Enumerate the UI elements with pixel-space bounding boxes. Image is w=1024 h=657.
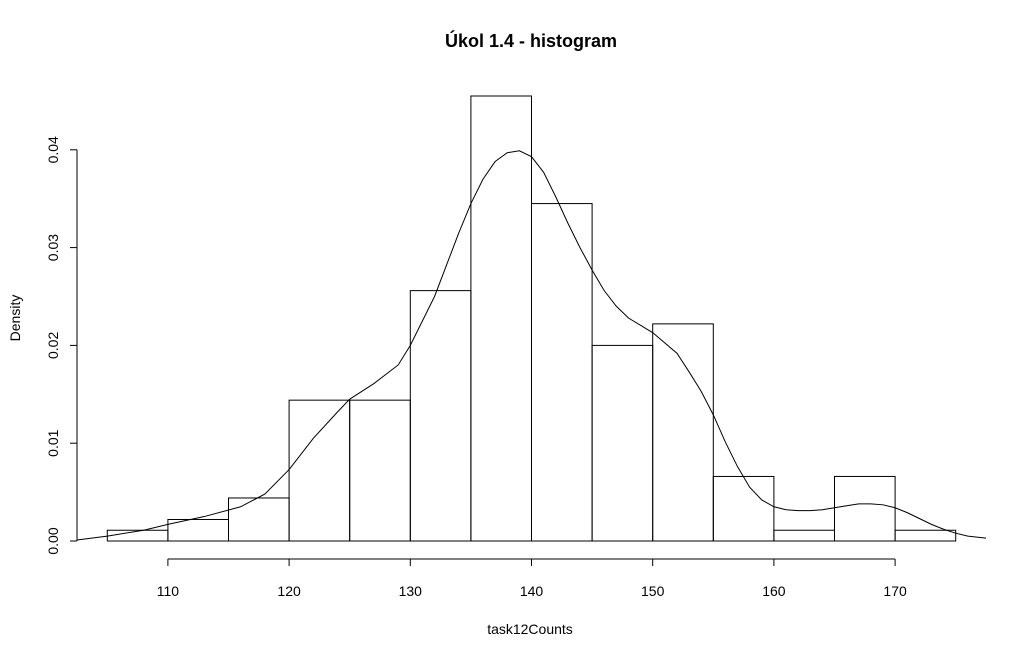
x-tick-label-2: 130 bbox=[399, 583, 423, 599]
histogram-bar-3 bbox=[288, 399, 351, 542]
histogram-bar-4 bbox=[349, 399, 411, 542]
histogram-bar-13 bbox=[894, 529, 957, 542]
y-axis-label: Density bbox=[7, 295, 23, 342]
histogram-bar-0 bbox=[106, 529, 169, 542]
x-tick-label-3: 140 bbox=[520, 583, 544, 599]
histogram-bar-5 bbox=[409, 290, 472, 542]
y-tick-label-3: 0.03 bbox=[45, 234, 61, 261]
x-tick-label-5: 160 bbox=[762, 583, 786, 599]
x-tick-label-6: 170 bbox=[883, 583, 907, 599]
y-tick-label-1: 0.01 bbox=[45, 429, 61, 456]
x-tick-label-1: 120 bbox=[277, 583, 301, 599]
x-tick-label-4: 150 bbox=[641, 583, 665, 599]
y-axis: 0.00 0.01 0.02 0.03 0.04 bbox=[45, 136, 78, 555]
histogram-bar-12 bbox=[834, 475, 896, 542]
histogram-bar-10 bbox=[712, 475, 775, 542]
x-axis-label: task12Counts bbox=[487, 621, 573, 637]
x-tick-label-0: 110 bbox=[157, 583, 180, 599]
histogram-bar-11 bbox=[773, 529, 836, 542]
histogram-bar-8 bbox=[591, 344, 654, 542]
density-curve bbox=[76, 150, 987, 541]
histogram-bars bbox=[106, 95, 957, 542]
histogram-bar-2 bbox=[228, 497, 290, 542]
chart-title: Úkol 1.4 - histogram bbox=[445, 30, 617, 51]
y-tick-label-4: 0.04 bbox=[45, 136, 61, 163]
histogram-bar-9 bbox=[652, 323, 714, 542]
y-tick-label-0: 0.00 bbox=[45, 527, 61, 554]
histogram-bar-6 bbox=[470, 95, 532, 542]
y-tick-label-2: 0.02 bbox=[45, 332, 61, 359]
x-axis: 110 120 130 140 150 160 170 bbox=[157, 558, 907, 599]
